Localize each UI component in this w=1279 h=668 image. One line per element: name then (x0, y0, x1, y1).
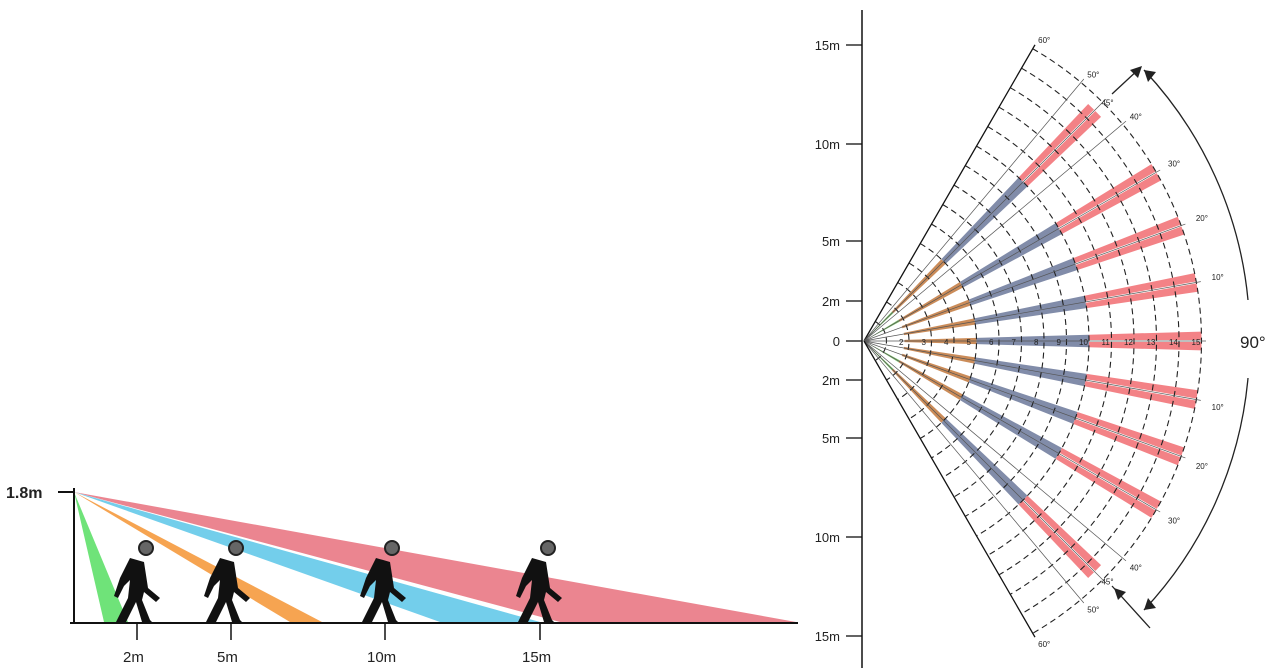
detection-zone (903, 318, 976, 336)
y-axis-label: 15m (815, 629, 840, 644)
ring-number-label: 10 (1079, 338, 1088, 347)
coverage-angle-label: 90° (1240, 333, 1266, 352)
angle-label: 60° (1038, 36, 1050, 45)
y-axis-label: 10m (815, 530, 840, 545)
ring-number-label: 4 (944, 338, 949, 347)
angle-label: 40° (1130, 563, 1142, 572)
y-axis-label: 2m (822, 294, 840, 309)
angle-label: 10° (1212, 403, 1224, 412)
range-ring (1009, 87, 1157, 595)
angle-ray (863, 340, 1201, 401)
distance-label-10m: 10m (367, 649, 396, 666)
beam-red (74, 492, 796, 622)
y-axis-label: 5m (822, 431, 840, 446)
y-axis-label: 15m (815, 38, 840, 53)
angle-ray (863, 340, 1107, 584)
arrowhead-stub-lower-icon (1114, 588, 1126, 600)
angle-ray (863, 340, 1085, 604)
coverage-arc-upper (1143, 69, 1249, 301)
angle-ray (863, 169, 1161, 342)
ring-number-label: 15 (1192, 338, 1201, 347)
range-ring (953, 184, 1045, 498)
distance-label-5m: 5m (217, 649, 238, 666)
angle-ray (863, 98, 1107, 342)
detection-zone (1084, 273, 1198, 309)
ring-number-label: 5 (967, 338, 972, 347)
angle-label: 30° (1168, 516, 1180, 525)
angle-label: 40° (1130, 113, 1142, 122)
detection-zone (974, 357, 1087, 387)
ring-number-label: 13 (1147, 338, 1156, 347)
ring-number-label: 3 (922, 338, 927, 347)
angle-label: 20° (1196, 462, 1208, 471)
range-ring (1021, 67, 1180, 615)
angle-label: 50° (1087, 606, 1099, 615)
ring-number-label: 8 (1034, 338, 1039, 347)
angle-ray (863, 340, 1186, 459)
angle-ray (863, 223, 1186, 342)
angle-label: 30° (1168, 160, 1180, 169)
distance-label-15m: 15m (522, 649, 551, 666)
detection-zone (903, 346, 976, 364)
coverage-arc-lower (1143, 377, 1249, 611)
angle-ray (863, 340, 1127, 562)
y-axis-label: 10m (815, 137, 840, 152)
beam-green (74, 492, 128, 622)
detection-zone (1084, 373, 1198, 409)
y-axis-ticks (846, 44, 862, 637)
angle-ray (863, 44, 1036, 342)
detection-zone (959, 223, 1062, 288)
arrowhead-lower-icon (1144, 598, 1156, 610)
angle-ray (863, 120, 1127, 342)
ring-number-label: 9 (1057, 338, 1062, 347)
y-axis-label: 0 (833, 334, 840, 349)
ring-number-label: 2 (899, 338, 904, 347)
range-ring (919, 243, 977, 439)
angle-label: 50° (1087, 70, 1099, 79)
angle-label: 45° (1101, 577, 1113, 586)
height-label: 1.8m (6, 485, 42, 502)
angle-ray (863, 281, 1201, 342)
y-axis-label: 5m (822, 234, 840, 249)
detection-zone (974, 295, 1087, 325)
y-axis-label: 2m (822, 373, 840, 388)
angle-label: 60° (1038, 640, 1050, 649)
angle-ray (863, 78, 1085, 342)
detection-zone (968, 258, 1078, 306)
range-ring (987, 126, 1113, 556)
distance-ticks (136, 623, 541, 640)
ring-number-label: 12 (1124, 338, 1133, 347)
ring-number-label: 14 (1169, 338, 1178, 347)
detection-zone (1073, 412, 1185, 466)
distance-label-2m: 2m (123, 649, 144, 666)
angle-label: 45° (1101, 99, 1113, 108)
angle-ray (863, 340, 1036, 638)
ring-number-label: 11 (1102, 338, 1111, 347)
side-view-diagram: 1.8m 2m 5m 10m 15m (6, 485, 798, 666)
beam-orange (74, 492, 322, 622)
beam-blue (74, 492, 540, 622)
ring-number-label: 7 (1012, 338, 1017, 347)
arrowhead-stub-upper-icon (1130, 66, 1142, 78)
angle-label: 20° (1196, 214, 1208, 223)
arrowhead-upper-icon (1144, 70, 1156, 82)
ring-number-label: 6 (989, 338, 994, 347)
detection-zone (968, 376, 1078, 424)
detection-zone (1073, 216, 1185, 270)
angle-ray (863, 340, 1161, 513)
detection-zone (959, 394, 1062, 459)
angle-label: 10° (1212, 273, 1224, 282)
